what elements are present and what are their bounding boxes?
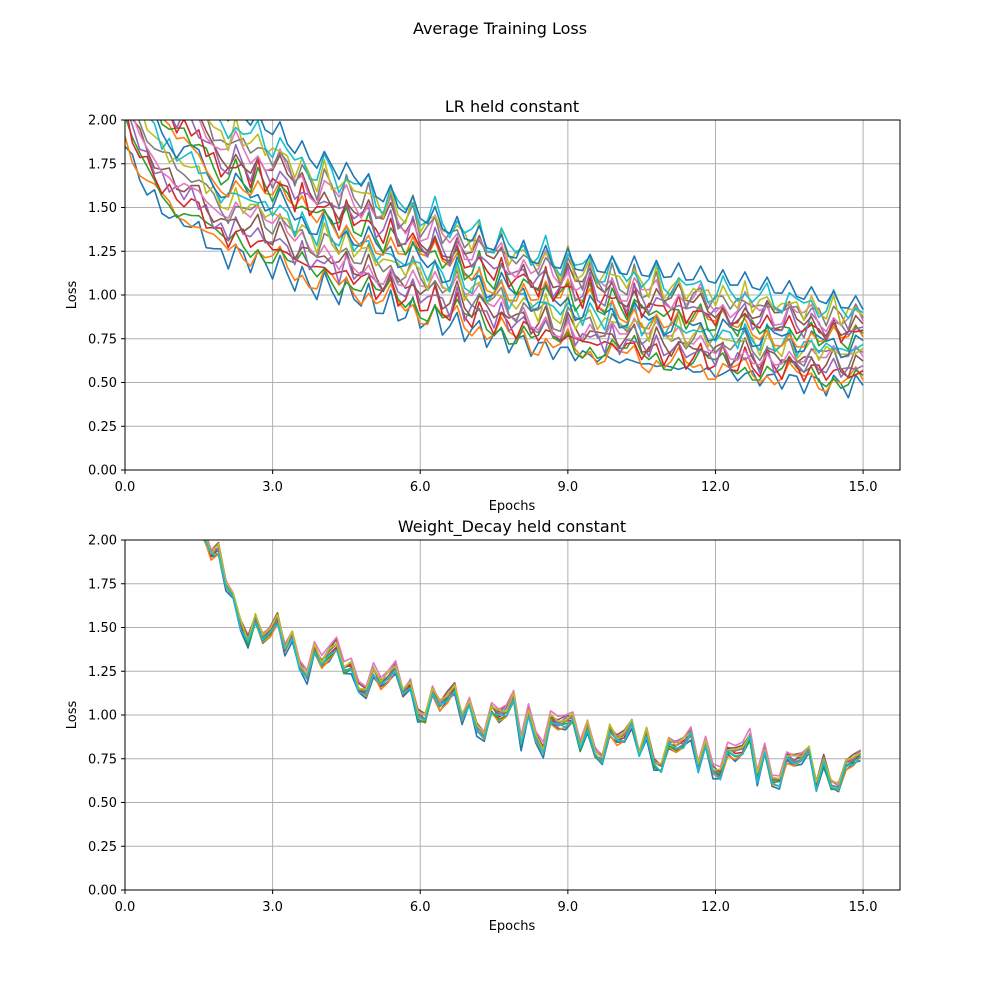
series-line <box>205 540 861 789</box>
y-tick-label: 0.50 <box>88 796 117 811</box>
x-axis-label: Epochs <box>489 499 536 514</box>
series-line <box>125 120 864 390</box>
series-line <box>133 120 864 366</box>
y-tick-label: 0.00 <box>88 464 117 479</box>
y-tick-label: 1.75 <box>88 577 117 592</box>
y-ticks: 0.00 0.25 0.50 0.75 1.00 1.25 1.50 1.75 2.00 <box>88 114 125 479</box>
x-tick-label: 12.0 <box>701 480 730 495</box>
x-tick-label: 15.0 <box>849 900 878 915</box>
y-tick-label: 0.25 <box>88 840 117 855</box>
y-ticks: 0.00 0.25 0.50 0.75 1.00 1.25 1.50 1.75 2.00 <box>88 534 125 899</box>
y-axis-label: Loss <box>65 701 80 730</box>
panel-weight-decay-constant: Weight_Decay held constant 0.0 3.0 6.0 9.0 1… <box>65 517 901 934</box>
x-ticks: 0.0 3.0 6.0 9.0 12.0 15.0 <box>115 890 878 915</box>
series-line <box>206 540 861 785</box>
series-line <box>125 145 864 399</box>
series-line <box>226 120 864 311</box>
x-tick-label: 9.0 <box>558 900 579 915</box>
series-line <box>206 540 862 789</box>
series-line <box>200 120 864 337</box>
x-tick-label: 0.0 <box>115 900 136 915</box>
series-line <box>206 120 864 327</box>
series-line <box>218 120 864 320</box>
x-tick-label: 15.0 <box>849 480 878 495</box>
x-tick-label: 3.0 <box>262 480 283 495</box>
panel-title: Weight_Decay held constant <box>398 517 626 537</box>
series-lines <box>203 540 862 793</box>
x-tick-label: 0.0 <box>115 480 136 495</box>
y-tick-label: 1.00 <box>88 709 117 724</box>
panel-lr-constant: LR held constant 0.0 3.0 6.0 9.0 12.0 15.0 0.… <box>65 97 901 514</box>
grid-lines <box>124 539 900 891</box>
series-line <box>163 120 864 348</box>
series-line <box>172 120 864 340</box>
x-tick-label: 3.0 <box>262 900 283 915</box>
series-line <box>206 540 862 786</box>
y-tick-label: 0.75 <box>88 752 117 767</box>
y-tick-label: 0.50 <box>88 376 117 391</box>
series-line <box>129 120 864 378</box>
series-line <box>204 540 862 792</box>
series-line <box>206 540 862 787</box>
x-tick-label: 12.0 <box>701 900 730 915</box>
x-axis-label: Epochs <box>489 919 536 934</box>
y-tick-label: 1.25 <box>88 245 117 260</box>
grid-lines <box>124 119 900 471</box>
y-tick-label: 1.25 <box>88 665 117 680</box>
y-tick-label: 1.75 <box>88 157 117 172</box>
series-line <box>207 540 862 784</box>
y-tick-label: 0.75 <box>88 332 117 347</box>
series-lines <box>125 120 864 399</box>
series-line <box>198 120 864 333</box>
y-tick-label: 2.00 <box>88 534 117 549</box>
y-tick-label: 0.25 <box>88 420 117 435</box>
figure-suptitle: Average Training Loss <box>413 19 587 38</box>
y-tick-label: 1.50 <box>88 201 117 216</box>
y-tick-label: 1.50 <box>88 621 117 636</box>
series-line <box>127 120 864 383</box>
x-tick-label: 6.0 <box>410 900 431 915</box>
series-line <box>132 120 864 378</box>
x-ticks: 0.0 3.0 6.0 9.0 12.0 15.0 <box>115 470 878 495</box>
series-line <box>159 120 864 351</box>
y-tick-label: 0.00 <box>88 884 117 899</box>
panel-title: LR held constant <box>445 97 579 116</box>
y-tick-label: 1.00 <box>88 289 117 304</box>
x-tick-label: 6.0 <box>410 480 431 495</box>
x-tick-label: 9.0 <box>558 480 579 495</box>
y-axis-label: Loss <box>65 281 80 310</box>
y-tick-label: 2.00 <box>88 114 117 129</box>
